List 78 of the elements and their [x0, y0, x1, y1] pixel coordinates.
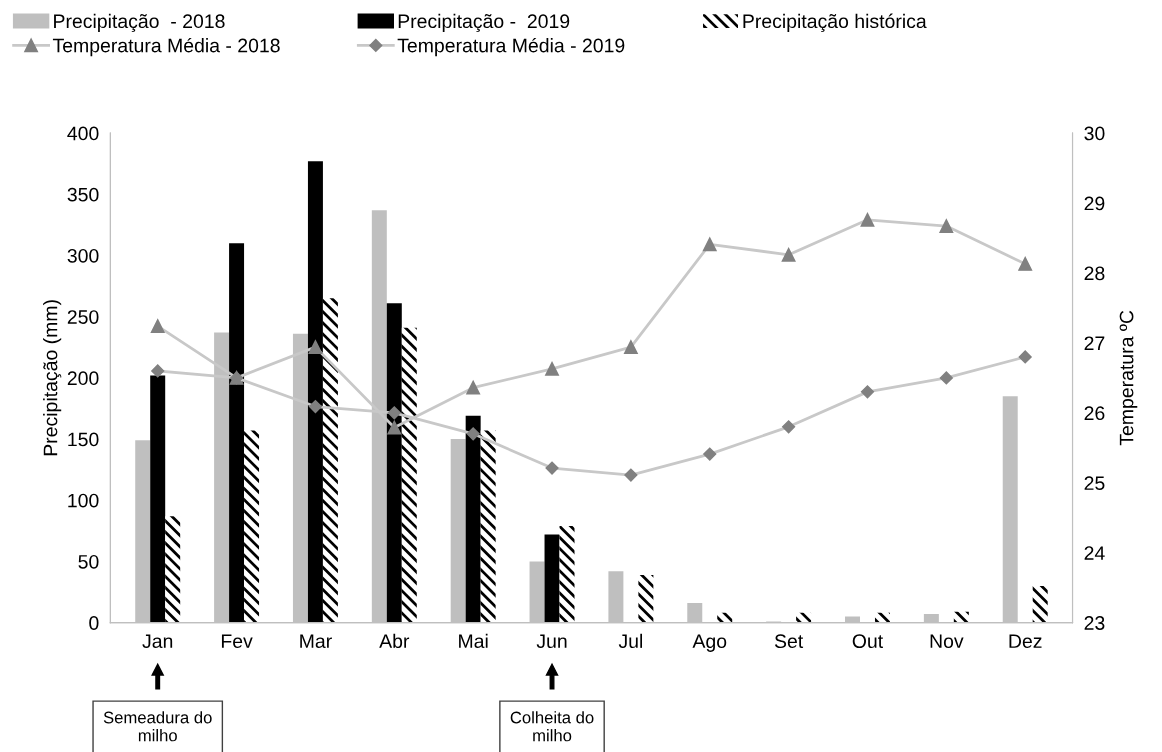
text: Semeadura do milho	[103, 711, 212, 742]
bar	[480, 430, 496, 623]
point	[1018, 350, 1032, 364]
point	[1018, 256, 1033, 271]
x-tick-label: Jan	[142, 634, 173, 649]
y-tick-label: 250	[67, 310, 99, 324]
point	[782, 420, 796, 434]
legend-label: Temperatura Média - 2019	[397, 37, 625, 57]
bar	[401, 327, 417, 623]
y2-axis-title: Temperatura ºC	[1119, 310, 1138, 446]
y-tick-label: 350	[67, 187, 99, 202]
bar	[150, 375, 166, 623]
y2-tick-label: 28	[1084, 266, 1105, 281]
point	[624, 468, 638, 482]
point	[781, 247, 796, 262]
point	[702, 237, 717, 252]
bar	[322, 298, 338, 623]
y-tick-label: 200	[67, 371, 99, 386]
y-tick-label: 150	[68, 432, 99, 447]
y2-tick-label: 27	[1084, 336, 1105, 350]
bar	[465, 415, 481, 623]
x-tick-label: Jun	[536, 634, 567, 649]
x-tick-label: Ago	[692, 634, 727, 652]
bar	[307, 161, 323, 623]
point	[387, 420, 402, 435]
legend-label: Precipitação - 2019	[398, 13, 570, 33]
y2-tick-label: 29	[1084, 196, 1105, 211]
y-tick-label: 0	[89, 616, 99, 630]
x-tick-label: Fev	[221, 634, 253, 649]
y2-tick-label: 30	[1084, 126, 1105, 141]
bar	[1032, 585, 1048, 623]
x-tick-label: Dez	[1009, 634, 1042, 649]
text: Colheita do milho	[510, 711, 594, 742]
y-tick-label: 400	[67, 126, 99, 141]
point	[387, 406, 401, 420]
point	[623, 340, 638, 355]
bar	[165, 516, 181, 623]
y2-tick-label: 26	[1084, 406, 1105, 421]
x-tick-label: Nov	[930, 634, 964, 649]
legend-label: Temperatura Média - 2018	[52, 37, 280, 57]
y-axis-title: Precipitação (mm)	[43, 300, 62, 456]
x-tick-label: Jul	[618, 633, 643, 649]
bar	[386, 303, 402, 623]
point	[545, 361, 559, 376]
point	[939, 371, 953, 385]
y-tick-label: 300	[67, 248, 99, 263]
x-tick-label: Set	[774, 634, 804, 649]
bar	[953, 611, 969, 623]
point	[703, 447, 717, 461]
point	[545, 461, 559, 475]
point	[860, 385, 875, 399]
bar	[796, 612, 812, 623]
point	[466, 380, 481, 395]
legend-label: Precipitação histórica	[743, 13, 927, 33]
x-tick-label: Out	[852, 634, 884, 649]
bar	[244, 430, 260, 623]
y2-tick-label: 23	[1084, 616, 1105, 630]
y-tick-label: 100	[68, 493, 99, 508]
x-tick-label: Mar	[300, 634, 332, 649]
bar	[874, 612, 890, 623]
point	[151, 364, 165, 378]
point	[466, 427, 480, 441]
y2-tick-label: 24	[1084, 546, 1105, 560]
y-tick-label: 50	[78, 554, 99, 569]
point	[860, 212, 875, 227]
point	[308, 399, 323, 414]
bar	[717, 612, 733, 623]
bar	[544, 534, 560, 623]
y2-tick-label: 25	[1084, 476, 1105, 491]
point	[308, 340, 323, 355]
legend-label: Precipitação - 2018	[54, 13, 225, 33]
bar	[229, 243, 245, 623]
bar	[559, 525, 575, 623]
x-tick-label: Mai	[459, 633, 488, 649]
x-tick-label: Abr	[379, 633, 410, 649]
point	[150, 319, 165, 334]
bar	[638, 574, 654, 623]
point	[939, 219, 954, 234]
